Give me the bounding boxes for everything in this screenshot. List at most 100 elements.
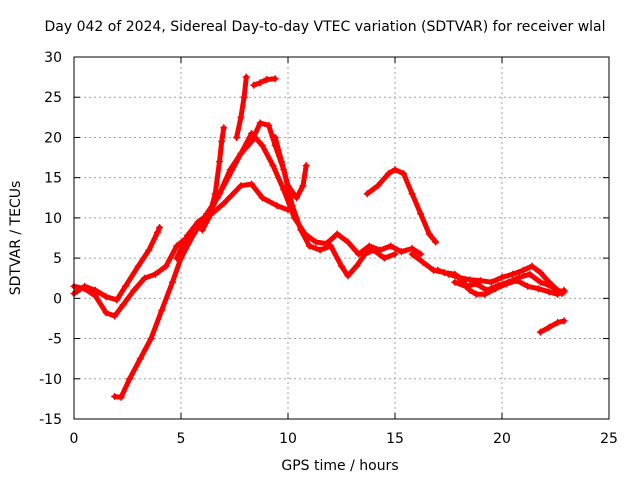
data-point [344,238,352,246]
data-point [425,230,433,238]
data-point [293,194,301,202]
data-point [387,242,395,250]
data-point [434,266,442,274]
data-point [537,278,545,286]
data-point [370,246,378,254]
data-point [216,158,224,166]
data-point [432,238,440,246]
data-point [355,250,363,258]
data-point [545,288,553,296]
y-tick-label: 25 [44,90,62,106]
data-point [126,375,134,383]
data-point [417,210,425,218]
data-point [256,79,264,87]
data-point [91,286,99,294]
data-point [237,150,245,158]
data-point [391,250,399,258]
data-point [220,199,228,207]
data-point [487,278,495,286]
data-point [147,335,155,343]
data-point [117,393,125,401]
data-point [240,93,248,101]
data-point [408,250,416,258]
x-tick-label: 20 [493,431,511,447]
data-point [327,242,335,250]
chart-title: Day 042 of 2024, Sidereal Day-to-day VTE… [44,19,605,35]
data-point [237,113,245,121]
data-point [481,290,489,298]
data-point [451,278,459,286]
series-arc-k [434,262,568,296]
y-tick-label: 10 [44,211,62,227]
data-point [385,170,393,178]
series-line [272,134,309,201]
series-arc-m [537,317,568,336]
data-point [455,273,463,281]
data-point [417,250,425,258]
data-point [352,262,360,270]
series-arc-l [451,270,566,298]
data-point [361,250,369,258]
data-point [102,309,110,317]
data-point [504,278,512,286]
data-point [445,270,452,278]
data-point [205,214,213,222]
data-point [545,323,553,331]
data-point [242,73,250,81]
y-tick-label: -5 [48,332,62,348]
series-line [251,76,278,88]
series-arc-f [233,73,250,141]
data-point [408,190,416,198]
series-arc-e [198,124,228,234]
data-point [397,248,405,256]
series-line [364,167,439,245]
data-point [173,254,181,262]
data-point [151,270,159,278]
data-point [248,180,256,188]
data-point [145,246,153,254]
data-point [141,274,149,282]
x-tick-labels: 0 5 10 15 20 25 [70,431,618,447]
data-point [183,232,191,240]
data-point [554,318,562,326]
data-point [168,278,176,286]
data-point [173,242,181,250]
data-point [380,254,388,262]
data-point [162,262,170,270]
data-point [136,355,144,363]
data-point [288,202,296,210]
data-point [419,258,427,266]
data-point [494,281,502,289]
data-point [113,296,121,304]
data-point [462,282,470,290]
grid-lines [74,57,609,419]
data-point [111,392,119,400]
y-tick-label: 30 [44,50,62,66]
x-tick-label: 25 [600,431,618,447]
data-point [344,272,352,280]
data-point [233,133,241,141]
y-tick-label: 20 [44,130,62,146]
series-arc-i [363,166,440,246]
data-point [226,166,234,174]
data-point [374,182,382,190]
data-point [121,282,129,290]
y-tick-label: -15 [39,412,62,428]
data-point [153,228,161,236]
data-point [211,190,219,198]
data-point [534,285,542,293]
y-tick-labels: -15 -10 -5 0 5 10 15 20 25 30 [39,50,62,428]
data-point [278,158,286,166]
y-tick-label: 5 [53,251,62,267]
data-point [466,286,474,294]
data-point [338,262,345,270]
data-point [509,270,517,278]
data-point [526,270,534,278]
data-point [365,242,373,250]
x-tick-label: 0 [70,431,79,447]
data-point [220,124,228,132]
series-arc-h [271,133,310,202]
y-axis-label: SDTVAR / TECUs [8,181,24,296]
y-tick-label: 0 [53,291,62,307]
